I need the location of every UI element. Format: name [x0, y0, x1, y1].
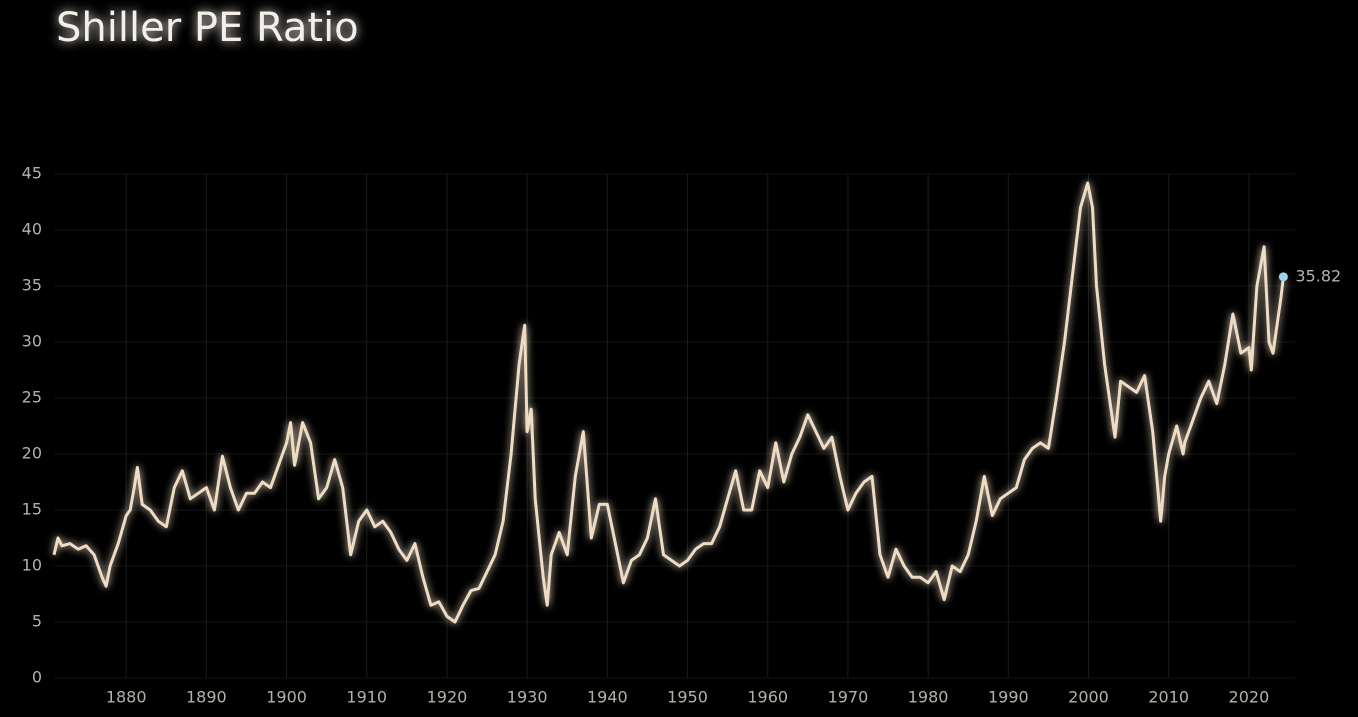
x-tick-label: 1880: [106, 688, 147, 707]
y-tick-label: 40: [22, 220, 42, 239]
line-series: [52, 181, 1285, 624]
y-tick-label: 25: [22, 388, 42, 407]
x-tick-label: 2010: [1148, 688, 1189, 707]
x-tick-label: 1990: [988, 688, 1029, 707]
x-tick-label: 1950: [667, 688, 708, 707]
y-tick-label: 35: [22, 276, 42, 295]
y-tick-label: 15: [22, 500, 42, 519]
x-tick-label: 1920: [427, 688, 468, 707]
x-tick-label: 1900: [266, 688, 307, 707]
y-tick-label: 5: [32, 612, 42, 631]
y-tick-label: 20: [22, 444, 42, 463]
y-tick-label: 10: [22, 556, 42, 575]
x-tick-label: 1940: [587, 688, 628, 707]
last-value-label: 35.82: [1295, 266, 1341, 285]
x-tick-label: 1960: [747, 688, 788, 707]
x-tick-label: 1970: [828, 688, 869, 707]
y-tick-label: 0: [32, 668, 42, 687]
last-point: [1278, 272, 1288, 282]
chart-title: Shiller PE Ratio: [56, 5, 359, 51]
y-tick-label: 30: [22, 332, 42, 351]
x-tick-label: 1980: [908, 688, 949, 707]
x-tick-label: 2000: [1068, 688, 1109, 707]
y-tick-label: 45: [22, 164, 42, 183]
x-tick-label: 1910: [346, 688, 387, 707]
x-tick-label: 1890: [186, 688, 227, 707]
x-tick-label: 2020: [1229, 688, 1270, 707]
x-tick-label: 1930: [507, 688, 548, 707]
